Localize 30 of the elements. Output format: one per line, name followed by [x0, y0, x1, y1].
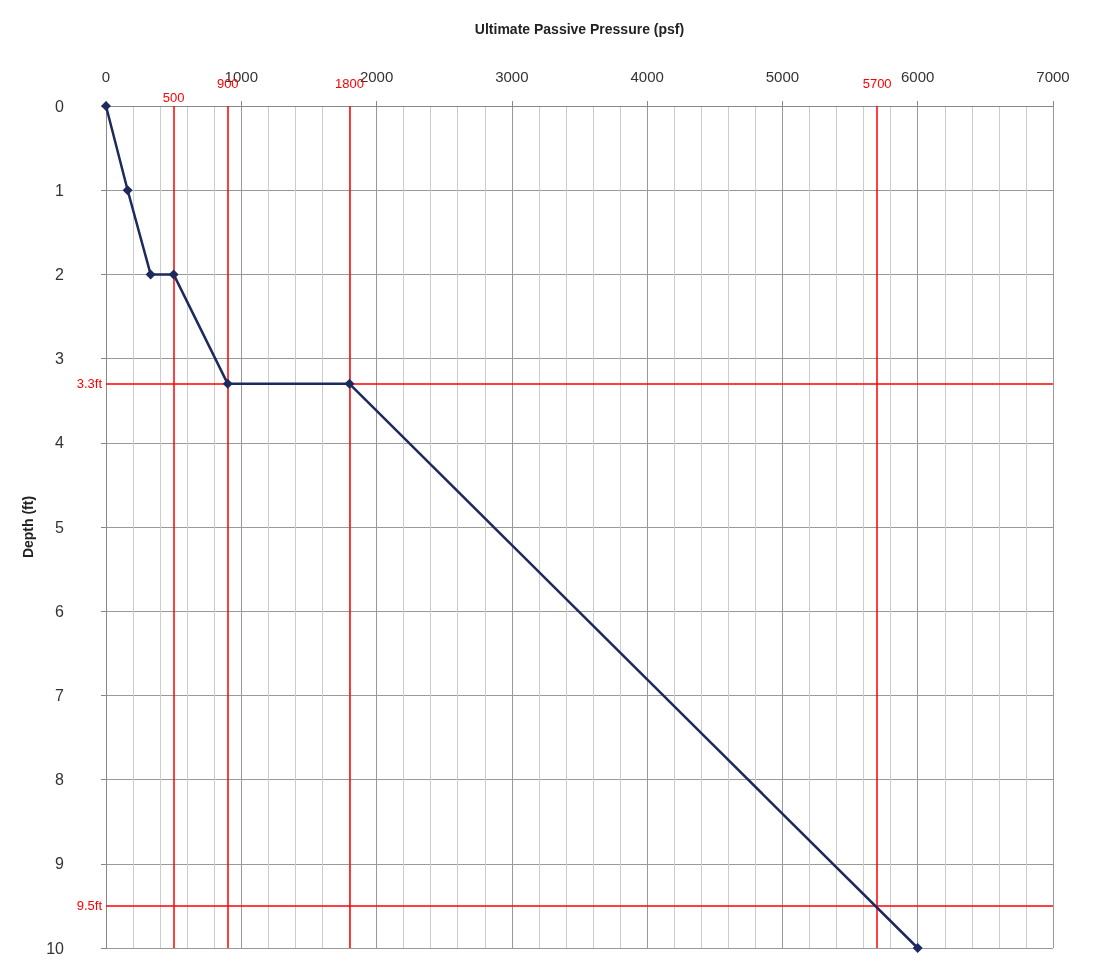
point — [168, 269, 179, 280]
y-tick-label: 9 — [55, 855, 65, 873]
x-tick-label: 3000 — [495, 68, 529, 85]
y-tick-label: 1 — [55, 181, 65, 199]
y-tick-label: 0 — [55, 97, 65, 115]
ref-line-label: 500 — [162, 90, 185, 105]
point — [344, 378, 355, 389]
ref-line-label: 3.3ft — [76, 376, 103, 392]
y-tick-label: 8 — [55, 771, 65, 789]
x-tick-label: 0 — [101, 68, 111, 85]
ref-line-label: 5700 — [862, 76, 892, 91]
y-tick-label: 4 — [55, 434, 65, 452]
x-tick-label: 5000 — [765, 68, 800, 85]
ref-line-label: 9.5ft — [76, 898, 103, 914]
x-tick-label: 4000 — [630, 68, 664, 85]
y-tick-label: 3 — [55, 350, 65, 368]
y-axis-title: Depth (ft) — [20, 495, 37, 559]
point — [145, 269, 156, 280]
y-tick-label: 2 — [55, 265, 65, 283]
y-tick-label: 6 — [55, 602, 65, 620]
x-tick-label: 7000 — [1036, 68, 1070, 85]
y-tick-label: 5 — [55, 518, 65, 536]
point — [122, 185, 133, 196]
x-tick-label: 6000 — [901, 68, 935, 85]
y-tick-label: 7 — [55, 686, 65, 704]
point — [101, 101, 111, 111]
point — [222, 378, 233, 389]
y-tick-label: 10 — [46, 939, 65, 957]
x-axis-title: Ultimate Passive Pressure (psf) — [474, 21, 685, 37]
point — [912, 943, 923, 953]
